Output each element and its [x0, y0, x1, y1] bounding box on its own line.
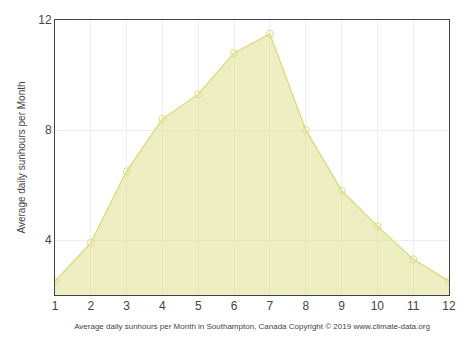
svg-text:6: 6: [231, 299, 238, 313]
svg-text:12: 12: [442, 299, 456, 313]
svg-text:11: 11: [407, 299, 420, 313]
svg-text:5: 5: [195, 299, 202, 313]
svg-text:8: 8: [302, 299, 309, 313]
svg-text:3: 3: [123, 299, 130, 313]
svg-text:4: 4: [45, 233, 52, 247]
svg-text:1: 1: [52, 299, 59, 313]
svg-text:Average daily sunhours per Mon: Average daily sunhours per Month: [16, 81, 27, 233]
svg-text:4: 4: [159, 299, 166, 313]
svg-text:8: 8: [45, 123, 52, 137]
svg-text:10: 10: [371, 299, 385, 313]
svg-text:2: 2: [87, 299, 94, 313]
svg-text:7: 7: [267, 299, 274, 313]
svg-text:12: 12: [38, 13, 52, 27]
svg-text:Average daily sunhours per Mon: Average daily sunhours per Month in Sout…: [74, 322, 430, 331]
svg-text:9: 9: [338, 299, 345, 313]
